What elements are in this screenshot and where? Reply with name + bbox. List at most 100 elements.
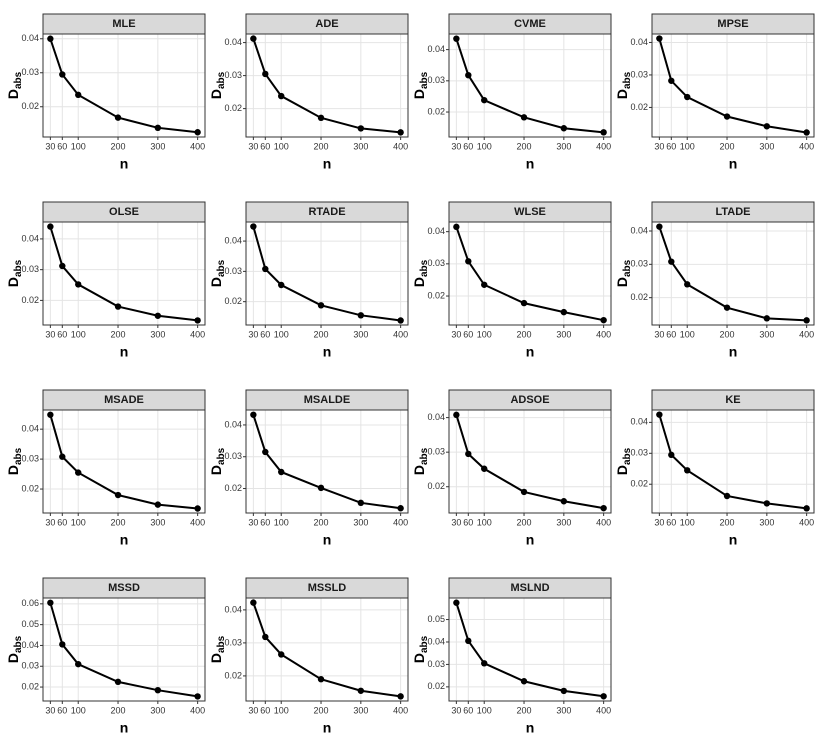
y-tick-label: 0.04 (224, 235, 242, 245)
panel: CVME 0.02 0.03 0.04 30 60 100 200 300 400 n Dabs (411, 13, 612, 172)
y-axis-label-sub: abs (216, 447, 227, 465)
y-tick-label: 0.02 (21, 101, 39, 111)
plot-background (43, 34, 205, 137)
data-point (481, 465, 488, 472)
y-axis-label-main: D (208, 277, 224, 287)
data-point (250, 35, 257, 42)
strip-label: ADSOE (510, 394, 549, 406)
x-tick-label: 30 (451, 517, 461, 527)
x-tick-label: 60 (57, 329, 67, 339)
x-tick-label: 60 (463, 705, 473, 715)
x-tick-label: 100 (274, 517, 289, 527)
data-point (453, 411, 460, 419)
y-tick-label: 0.02 (224, 103, 242, 113)
strip (448, 577, 612, 599)
x-tick-label: 100 (71, 705, 86, 715)
x-tick-label: 400 (190, 517, 205, 527)
y-tick-label: 0.04 (224, 604, 242, 614)
y-tick-label: 0.02 (224, 296, 242, 306)
data-point (154, 501, 162, 508)
y-axis-label: Dabs (208, 447, 227, 475)
x-axis-label: n (323, 720, 332, 736)
data-point (520, 678, 528, 685)
x-tick-label: 100 (477, 141, 492, 151)
data-point (803, 129, 810, 136)
x-tick-label: 200 (314, 141, 329, 151)
x-tick-label: 60 (260, 329, 270, 339)
data-point (803, 317, 810, 324)
strip-label: MSSD (108, 582, 140, 594)
y-axis-label: Dabs (5, 259, 24, 287)
x-tick-label: 300 (759, 141, 774, 151)
strip (651, 201, 815, 223)
x-tick-label: 200 (314, 517, 329, 527)
data-point (262, 448, 269, 456)
data-line (658, 38, 807, 134)
data-point (194, 505, 201, 512)
data-point (357, 499, 365, 507)
y-axis-label-main: D (411, 89, 427, 99)
data-point (114, 491, 122, 499)
data-point (723, 113, 731, 120)
strip (448, 201, 612, 223)
x-tick-label: 200 (517, 705, 532, 715)
plot-background (449, 598, 611, 701)
data-line (49, 38, 198, 134)
x-tick-label: 100 (477, 329, 492, 339)
x-tick-label: 100 (71, 517, 86, 527)
x-tick-label: 30 (451, 141, 461, 151)
y-axis-label: Dabs (5, 71, 24, 99)
y-tick-label: 0.03 (21, 453, 39, 463)
x-tick-label: 30 (248, 329, 258, 339)
data-point (560, 308, 568, 316)
strip-label: KE (725, 394, 740, 406)
data-point (75, 91, 82, 99)
y-axis-label-sub: abs (13, 447, 24, 465)
y-axis-label-main: D (5, 89, 21, 99)
x-tick-label: 400 (596, 705, 611, 715)
data-point (397, 693, 404, 700)
data-point (560, 687, 568, 695)
strip-label: MLE (112, 18, 135, 30)
x-tick-label: 300 (150, 141, 165, 151)
y-tick-label: 0.04 (427, 44, 445, 54)
x-tick-label: 30 (45, 329, 55, 339)
y-axis-label: Dabs (208, 635, 227, 663)
plot-background (449, 410, 611, 513)
data-point (278, 468, 285, 476)
data-point (250, 411, 257, 418)
x-tick-label: 30 (45, 141, 55, 151)
y-axis-label: Dabs (411, 447, 430, 475)
x-tick-label: 30 (248, 141, 258, 151)
x-tick-label: 400 (190, 705, 205, 715)
data-point (397, 317, 404, 324)
data-point (194, 317, 201, 324)
data-point (465, 637, 472, 645)
x-tick-label: 400 (190, 141, 205, 151)
data-point (278, 651, 285, 658)
data-point (114, 678, 122, 686)
y-tick-label: 0.04 (630, 417, 648, 427)
x-tick-label: 300 (556, 517, 571, 527)
data-line (49, 602, 198, 698)
data-line (252, 226, 401, 322)
y-tick-label: 0.02 (21, 295, 39, 305)
data-line (455, 414, 604, 510)
y-tick-label: 0.03 (21, 264, 39, 274)
x-tick-label: 400 (190, 329, 205, 339)
strip (651, 389, 815, 411)
data-point (465, 258, 472, 265)
plot-background (246, 34, 408, 137)
x-tick-label: 100 (477, 517, 492, 527)
data-point (481, 660, 488, 667)
y-tick-label: 0.04 (427, 636, 445, 646)
data-point (154, 686, 162, 694)
panel: MSLND 0.02 0.03 0.04 0.05 30 60 100 200 300 400 n Da… (411, 577, 612, 736)
y-tick-label: 0.03 (427, 447, 445, 457)
x-axis-label: n (729, 344, 738, 360)
y-axis-label-main: D (208, 653, 224, 663)
strip-label: WLSE (514, 206, 546, 218)
data-point (520, 299, 528, 307)
data-point (763, 500, 771, 507)
y-tick-label: 0.04 (21, 33, 39, 43)
